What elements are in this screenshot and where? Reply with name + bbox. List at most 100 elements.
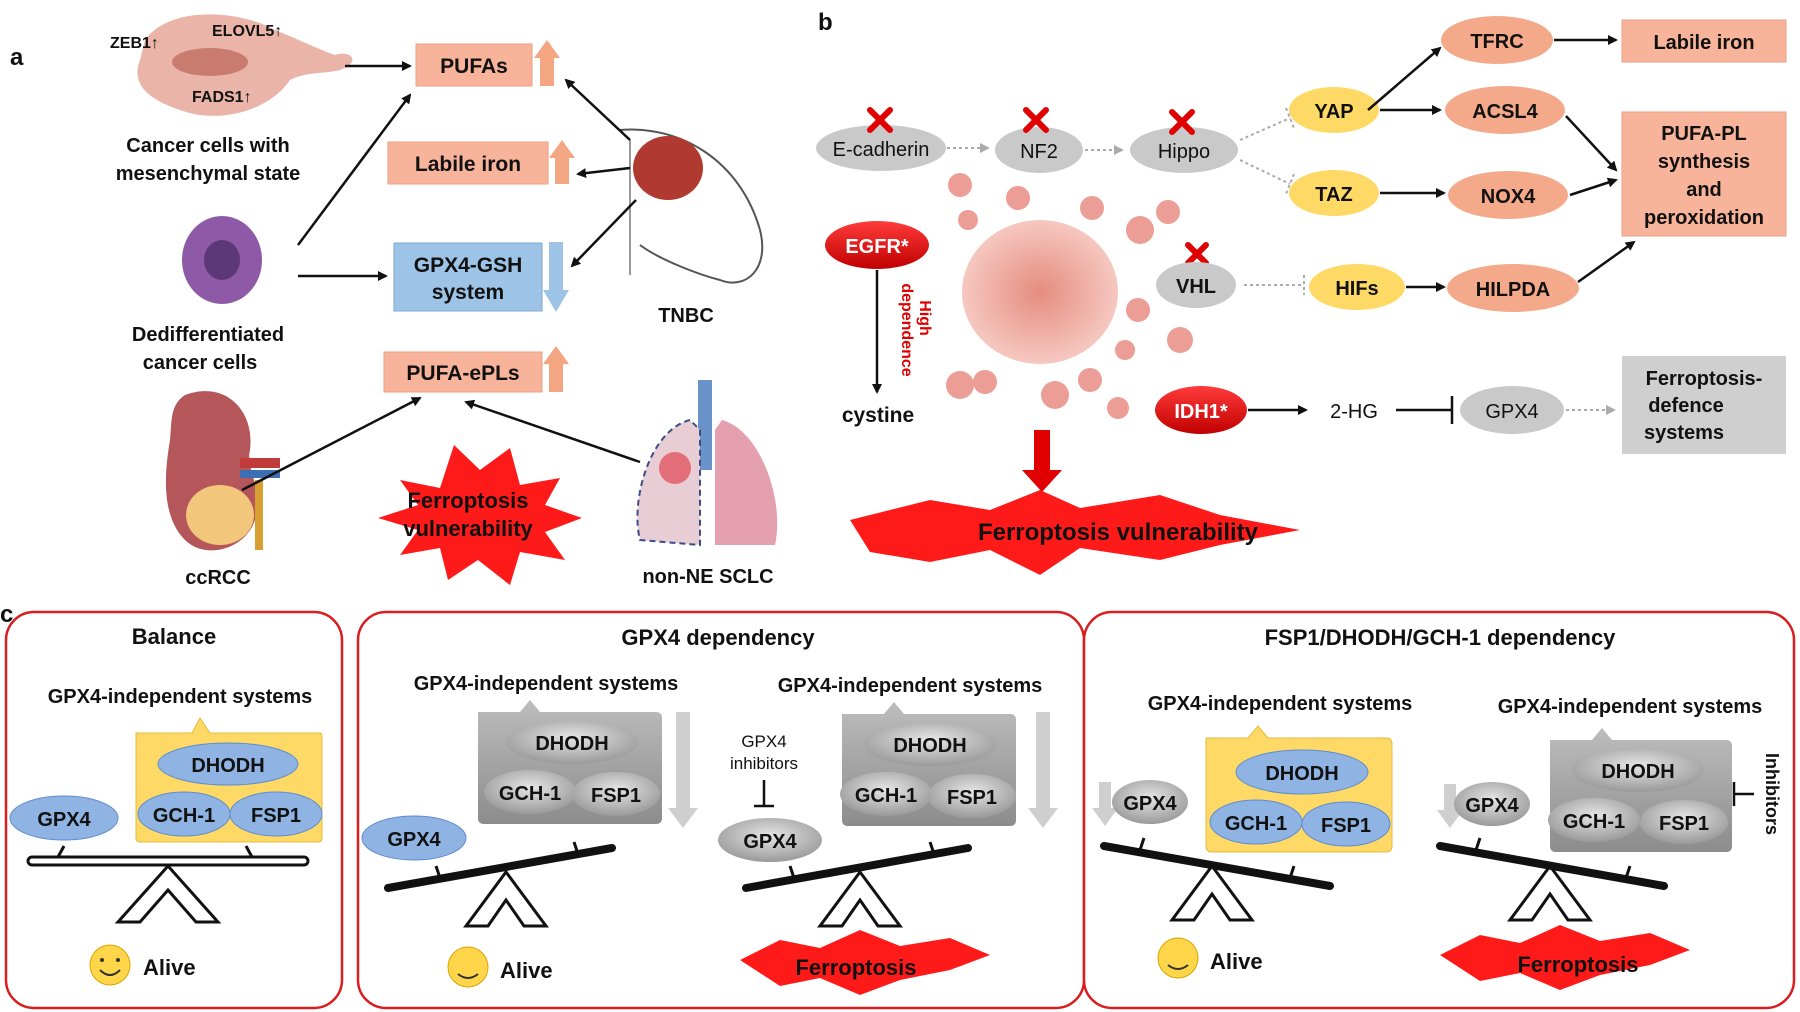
fsp1dep-left-dhodh [1235,749,1369,795]
gpx4dep-left-gpx4 [361,815,467,861]
fsp1dep-right-gch1 [1548,798,1640,842]
vulnerability-a-line2: vulnerability [403,516,533,541]
dediff-caption-2: cancer cells [143,352,258,374]
hippo-label: Hippo [1158,141,1210,163]
balance-fsp1-label: FSP1 [251,805,301,827]
ecadherin-node [816,125,946,171]
cystine-label: cystine [842,404,914,427]
inhibit-hippo-yap [1239,107,1295,141]
arrow-tnbc-to-iron [576,166,631,179]
ccrcc-label: ccRCC [185,567,251,589]
pufas-label: PUFAs [440,55,508,78]
breast-illustration [619,128,764,284]
panel-a: a ZEB1↑ ELOVL5↑ FADS1↑ Cancer cells with… [10,14,778,589]
panel-c: c Balance GPX4-independent systems DHODH… [0,601,1796,1010]
fsp1dep-right-gch1-label: GCH-1 [1563,811,1625,833]
gpx4-label-b: GPX4 [1485,401,1538,423]
gpx4dep-inhibit-mark [754,780,774,808]
gpx4dep-right-fsp1 [928,774,1016,818]
tfrc-label: TFRC [1470,31,1523,53]
fsp1dep-left-gpx4-label: GPX4 [1123,793,1177,815]
acsl4-node [1445,86,1565,134]
arrow-dediff-to-pufas [296,93,412,246]
gpx4-gsh-label-2: system [432,281,504,304]
gpx4dep-left-gch1-label: GCH-1 [499,783,561,805]
two-hg-label: 2-HG [1330,401,1378,423]
lung-illustration [636,380,778,547]
balance-gpx4-label: GPX4 [37,809,91,831]
balance-gch1-label: GCH-1 [153,805,215,827]
balance-gpx4 [9,795,119,841]
gpx4-dep-title: GPX4 dependency [621,625,815,650]
marker-zeb1: ZEB1↑ [110,35,159,52]
gpx4dep-ferroptosis-burst [740,930,990,995]
panel-a-letter: a [10,44,24,71]
hifs-label: HIFs [1335,278,1378,300]
vhl-label: VHL [1176,276,1216,298]
gpx4dep-right-down-arrow [1028,712,1058,828]
fsp1dep-right-gpx4 [1454,782,1530,826]
defence-line1: Ferroptosis- [1646,368,1763,390]
pufas-up-arrow [534,40,560,86]
pufa-epls-label: PUFA-ePLs [406,362,519,385]
fsp1dep-right-systems-label: GPX4-independent systems [1498,696,1763,718]
fsp1dep-left-smiley-icon [1157,937,1199,979]
fsp1dep-inhibit-mark [1732,782,1754,806]
gpx4dep-right-dhodh-label: DHODH [893,735,966,757]
labile-iron-label-a: Labile iron [415,153,521,176]
gpx4dep-right-systems-label: GPX4-independent systems [778,675,1043,697]
vulnerability-a-line1: Ferroptosis [407,488,528,513]
fsp1dep-ferroptosis-burst [1440,925,1690,990]
arrow-sclc-to-epls [464,399,641,464]
pufa-pl-line3: and [1686,179,1722,201]
gpx4dep-left-fsp1 [572,772,660,816]
gpx4-node-b [1460,386,1564,434]
egfr-node [825,221,929,269]
gpx4dep-left-smiley-icon [447,946,489,988]
idh1-label: IDH1* [1174,401,1228,423]
gpx4dep-right-fsp1-label: FSP1 [947,787,997,809]
taz-node [1289,170,1379,216]
pufa-epls-box [383,351,543,393]
balance-dhodh-label: DHODH [191,755,264,777]
epls-up-arrow [543,346,569,392]
panel-b-letter: b [818,9,833,36]
fsp1dep-left-gch1-label: GCH-1 [1225,813,1287,835]
mesenchymal-caption-2: mesenchymal state [116,163,301,185]
fsp1dep-right-gpx4-label: GPX4 [1465,795,1519,817]
gpx4dep-left-outcome: Alive [500,958,553,983]
hifs-node [1309,264,1405,310]
yap-label: YAP [1314,101,1353,123]
idh1-node [1155,386,1247,434]
inhibit-2hg-gpx4 [1396,396,1454,424]
fsp1dep-left-fsp1-label: FSP1 [1321,815,1371,837]
fsp1dep-left-fsp1 [1301,801,1391,847]
ferroptosis-vulnerability-burst-b [850,490,1300,575]
gpx4dep-right-seesaw [742,841,972,928]
balance-outcome: Alive [143,955,196,980]
arrow-tnbc-to-gpx4 [570,199,637,268]
defence-box [1622,356,1786,454]
marker-fads1: FADS1↑ [192,89,252,106]
ecadherin-label: E-cadherin [833,139,930,161]
pufa-pl-line4: peroxidation [1644,207,1764,229]
fsp1dep-right-down-arrow [1437,784,1463,828]
arrow-tnbc-to-pufas [564,78,631,141]
gpx4dep-right-dhodh [864,722,996,766]
fsp1dep-left-down-arrow [1092,782,1118,826]
fsp1dep-left-dhodh-label: DHODH [1265,763,1338,785]
gpx4dep-right-gch1-label: GCH-1 [855,785,917,807]
mesenchymal-caption-1: Cancer cells with [126,135,289,157]
gpx4dep-right-gpx4 [718,818,822,862]
mesenchymal-cell-illustration [137,14,353,116]
iron-up-arrow [549,140,575,184]
gpx4dep-right-outcome: Ferroptosis [795,955,916,980]
nf2-node [995,127,1083,173]
fsp1dep-left-seesaw [1100,837,1334,922]
arrow-acsl4-pufapl [1565,115,1618,172]
gpx4dep-left-gch1 [484,770,576,814]
balance-dhodh [157,742,299,786]
pufas-box [415,43,533,87]
taz-label: TAZ [1315,184,1352,206]
